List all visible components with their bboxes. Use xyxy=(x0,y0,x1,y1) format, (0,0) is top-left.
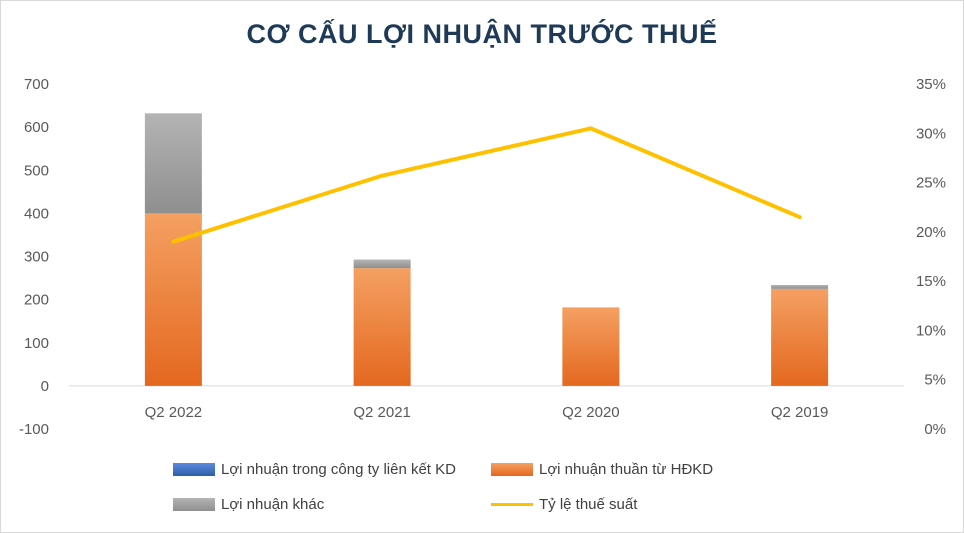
bar-segment xyxy=(353,268,411,386)
x-category-label: Q2 2021 xyxy=(353,404,411,421)
bar-segment xyxy=(353,259,411,269)
y-left-tick-label: 400 xyxy=(24,205,49,222)
y-right-tick-label: 25% xyxy=(916,175,946,192)
y-right-tick-label: 5% xyxy=(924,372,946,389)
chart-title: CƠ CẤU LỢI NHUẬN TRƯỚC THUẾ xyxy=(246,19,718,49)
bar-segment xyxy=(771,284,829,289)
tax-rate-line xyxy=(171,126,802,244)
bar-segment xyxy=(562,307,620,386)
tax-rate-point xyxy=(589,126,593,130)
y-right-tick-label: 35% xyxy=(916,76,946,93)
x-category-label: Q2 2022 xyxy=(145,404,203,421)
y-left-tick-label: 0 xyxy=(41,378,49,395)
bar-segment xyxy=(144,113,202,214)
bar-segment xyxy=(144,213,202,386)
y-left-tick-label: 200 xyxy=(24,292,49,309)
x-category-label: Q2 2019 xyxy=(771,404,829,421)
x-category-label: Q2 2020 xyxy=(562,404,620,421)
bar-segment xyxy=(771,288,829,386)
tax-rate-point xyxy=(380,174,384,178)
y-right-tick-label: 20% xyxy=(916,224,946,241)
y-left-tick-label: 500 xyxy=(24,162,49,179)
y-left-tick-label: -100 xyxy=(19,421,49,438)
tax-rate-point xyxy=(171,240,175,244)
tax-rate-point xyxy=(798,215,802,219)
y-right-tick-label: 15% xyxy=(916,273,946,290)
y-left-tick-label: 300 xyxy=(24,249,49,266)
y-left-tick-label: 600 xyxy=(24,119,49,136)
y-right-tick-label: 10% xyxy=(916,322,946,339)
y-right-tick-label: 30% xyxy=(916,125,946,142)
y-right-tick-label: 0% xyxy=(924,421,946,438)
y-left-tick-label: 700 xyxy=(24,76,49,93)
y-left-tick-label: 100 xyxy=(24,335,49,352)
